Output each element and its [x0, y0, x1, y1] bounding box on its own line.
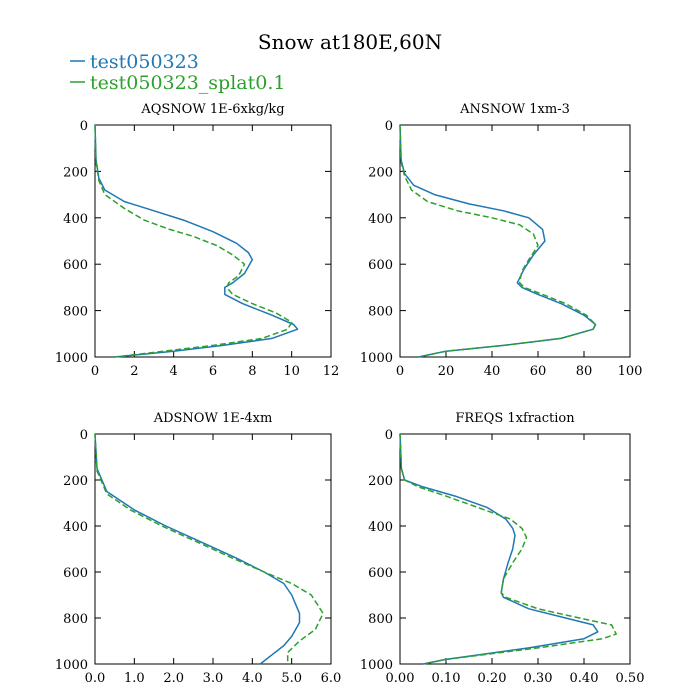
legend: test050323 test050323_splat0.1 — [70, 51, 285, 94]
y-tick-label-adsnow: 0 — [80, 428, 88, 443]
y-tick-label-adsnow: 1000 — [55, 658, 88, 673]
y-tick-label-freqs: 1000 — [360, 658, 393, 673]
panel-title-ansnow: ANSNOW 1xm-3 — [459, 102, 570, 117]
series-line-ansnow-1 — [399, 124, 597, 358]
x-tick-label-freqs: 0.50 — [616, 671, 645, 686]
y-tick-label-aqsnow: 400 — [63, 212, 88, 227]
plot-frame-ansnow — [399, 124, 631, 358]
series-line-freqs-1 — [399, 433, 599, 665]
panel-adsnow: ADSNOW 1E-4xm 0.0 1.0 2.0 3.0 4.0 5.0 6.0 0 200 40… — [55, 411, 341, 686]
legend-label-1: test050323 — [90, 51, 199, 73]
y-tick-label-ansnow: 400 — [368, 212, 393, 227]
panels: AQSNOW 1E-6xkg/kg0 2 4 6 8 10 1202004006008001… — [55, 102, 645, 686]
panel-freqs: FREQS 1xfraction 0.00 0.10 0.20 0.30 0.40 0.50… — [360, 411, 645, 686]
y-tick-label-ansnow: 0 — [385, 119, 393, 134]
figure-title: Snow at180E,60N — [258, 30, 442, 54]
y-tick-label-freqs: 600 — [368, 566, 393, 581]
series-line-aqsnow-2 — [94, 124, 293, 358]
y-tick-label-aqsnow: 200 — [63, 165, 88, 180]
y-tick-label-freqs: 0 — [385, 428, 393, 443]
x-tick-label-aqsnow: 0 — [91, 364, 99, 379]
x-tick-label-aqsnow: 4 — [170, 364, 178, 379]
series-line-adsnow-2 — [94, 433, 324, 664]
x-tick-label-adsnow: 2.0 — [163, 671, 184, 686]
x-tick-label-aqsnow: 8 — [248, 364, 256, 379]
x-tick-label-aqsnow: 10 — [283, 364, 300, 379]
x-tick-label-freqs: 0.40 — [570, 671, 599, 686]
panel-ansnow: ANSNOW 1xm-30 20 40 60 80 1000200400600800100… — [360, 102, 643, 379]
x-tick-label-freqs: 0.00 — [386, 671, 415, 686]
x-tick-label-freqs: 0.10 — [432, 671, 461, 686]
y-tick-label-ansnow: 200 — [368, 165, 393, 180]
y-tick-label-adsnow: 200 — [63, 474, 88, 489]
series-line-aqsnow-1 — [94, 124, 299, 358]
x-tick-label-adsnow: 1.0 — [124, 671, 145, 686]
y-tick-label-aqsnow: 800 — [63, 305, 88, 320]
x-tick-label-ansnow: 40 — [484, 364, 501, 379]
x-tick-label-ansnow: 80 — [576, 364, 593, 379]
y-tick-label-adsnow: 400 — [63, 520, 88, 535]
y-tick-label-freqs: 800 — [368, 612, 393, 627]
y-tick-label-aqsnow: 1000 — [55, 351, 88, 366]
plot-frame-aqsnow — [94, 124, 332, 358]
series-line-adsnow-1 — [94, 433, 301, 665]
y-tick-label-ansnow: 800 — [368, 305, 393, 320]
y-tick-label-ansnow: 600 — [368, 258, 393, 273]
y-tick-label-ansnow: 1000 — [360, 351, 393, 366]
series-line-ansnow-2 — [399, 124, 597, 358]
x-tick-label-aqsnow: 12 — [323, 364, 340, 379]
y-tick-label-freqs: 400 — [368, 520, 393, 535]
x-tick-label-aqsnow: 2 — [130, 364, 138, 379]
x-tick-label-ansnow: 20 — [438, 364, 455, 379]
x-tick-label-aqsnow: 6 — [209, 364, 217, 379]
x-tick-label-adsnow: 3.0 — [203, 671, 224, 686]
panel-title-adsnow: ADSNOW 1E-4xm — [153, 411, 273, 426]
y-tick-label-aqsnow: 600 — [63, 258, 88, 273]
y-tick-label-aqsnow: 0 — [80, 119, 88, 134]
legend-label-2: test050323_splat0.1 — [90, 72, 285, 94]
y-tick-label-freqs: 200 — [368, 474, 393, 489]
x-tick-label-adsnow: 5.0 — [281, 671, 302, 686]
x-tick-label-ansnow: 0 — [396, 364, 404, 379]
panel-title-aqsnow: AQSNOW 1E-6xkg/kg — [140, 102, 284, 117]
plot-frame-freqs — [399, 433, 631, 665]
x-tick-label-ansnow: 60 — [530, 364, 547, 379]
panel-aqsnow: AQSNOW 1E-6xkg/kg 0 2 4 6 8 10 12 0 200 400 600 800 1… — [55, 102, 339, 379]
series-line-freqs-2 — [399, 433, 617, 665]
y-tick-label-adsnow: 600 — [63, 566, 88, 581]
x-tick-label-adsnow: 4.0 — [242, 671, 263, 686]
x-tick-label-freqs: 0.20 — [478, 671, 507, 686]
x-tick-label-adsnow: 6.0 — [321, 671, 342, 686]
panel-title-freqs: FREQS 1xfraction — [455, 411, 575, 426]
x-tick-label-adsnow: 0.0 — [85, 671, 106, 686]
y-tick-label-adsnow: 800 — [63, 612, 88, 627]
x-tick-label-ansnow: 100 — [618, 364, 643, 379]
x-tick-label-freqs: 0.30 — [524, 671, 553, 686]
